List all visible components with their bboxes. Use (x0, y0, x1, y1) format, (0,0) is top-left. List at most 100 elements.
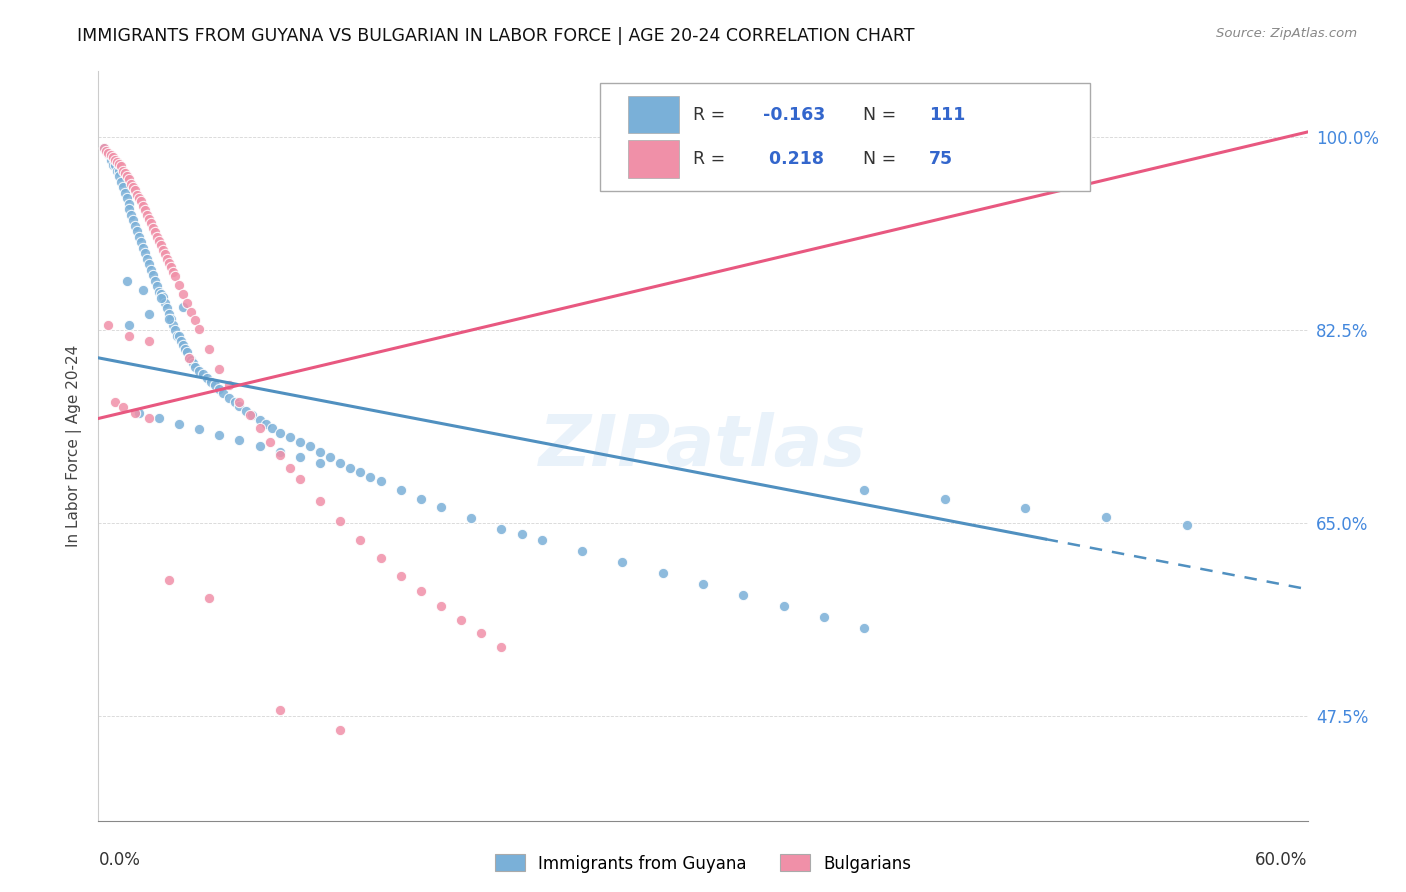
Point (149, 287, 172, 301)
Point (96, 144, 118, 158)
Point (260, 421, 283, 435)
Point (288, 472, 311, 486)
Point (174, 342, 197, 356)
Point (157, 574, 180, 588)
Point (510, 527, 533, 541)
Point (269, 703, 291, 717)
FancyBboxPatch shape (600, 83, 1090, 191)
Point (240, 408, 263, 422)
Point (349, 466, 371, 480)
Point (167, 328, 190, 343)
Point (329, 456, 352, 470)
Point (288, 450, 311, 464)
Point (162, 318, 184, 332)
Point (138, 307, 160, 321)
Point (309, 494, 332, 508)
Point (167, 278, 190, 293)
Point (100, 153, 122, 167)
Point (193, 368, 215, 382)
Point (132, 241, 155, 255)
Point (163, 269, 186, 284)
Point (239, 408, 262, 422)
Point (160, 260, 183, 275)
Point (114, 186, 136, 200)
Point (200, 375, 222, 389)
Point (111, 401, 134, 415)
Point (110, 175, 132, 189)
Text: N =: N = (863, 150, 901, 169)
Point (118, 318, 141, 332)
Point (571, 543, 593, 558)
Point (100, 148, 122, 162)
Point (143, 274, 166, 288)
Point (329, 723, 352, 738)
Point (105, 163, 128, 178)
Point (107, 163, 129, 178)
Point (1014, 500, 1036, 515)
Point (148, 234, 170, 248)
Point (110, 159, 132, 173)
Point (114, 166, 136, 180)
Point (172, 300, 194, 314)
Point (101, 158, 124, 172)
Point (249, 412, 271, 426)
Point (188, 422, 211, 436)
Point (157, 256, 180, 270)
Point (370, 551, 392, 566)
Point (153, 247, 176, 261)
Point (269, 425, 291, 440)
Point (120, 177, 142, 191)
Point (299, 439, 322, 453)
Point (135, 208, 157, 222)
Point (97, 147, 120, 161)
Point (167, 417, 190, 431)
Point (132, 283, 155, 297)
Point (181, 356, 204, 370)
Point (176, 295, 198, 310)
Point (329, 514, 352, 528)
Point (138, 411, 160, 425)
Point (692, 576, 714, 591)
Point (111, 163, 134, 178)
Text: 111: 111 (929, 105, 966, 124)
Point (124, 183, 146, 197)
Text: -0.163: -0.163 (763, 105, 825, 124)
Point (125, 224, 148, 238)
Point (157, 312, 180, 326)
Point (115, 191, 138, 205)
Point (319, 450, 342, 464)
Point (208, 428, 231, 442)
Bar (628, 140, 679, 178)
Point (138, 212, 160, 227)
Point (97, 318, 120, 332)
Point (278, 461, 301, 475)
Point (128, 191, 150, 205)
Point (1175, 518, 1198, 533)
Point (772, 599, 794, 613)
Point (309, 444, 332, 458)
Text: 0.218: 0.218 (763, 150, 824, 169)
Text: R =: R = (693, 150, 731, 169)
Text: 0.0%: 0.0% (98, 851, 141, 869)
Point (249, 439, 271, 453)
Point (170, 334, 193, 349)
Legend: Immigrants from Guyana, Bulgarians: Immigrants from Guyana, Bulgarians (488, 847, 918, 880)
Point (125, 187, 148, 202)
Point (198, 342, 221, 356)
Point (208, 382, 231, 396)
Point (934, 491, 956, 506)
Point (128, 229, 150, 244)
Point (853, 621, 876, 635)
Point (121, 213, 143, 227)
Point (188, 322, 211, 336)
Point (430, 599, 453, 613)
Text: 75: 75 (929, 150, 953, 169)
Point (148, 285, 170, 299)
Point (813, 609, 835, 624)
Point (179, 351, 201, 365)
Point (143, 225, 166, 239)
Point (139, 262, 162, 277)
Point (115, 274, 138, 288)
Point (172, 287, 194, 301)
Point (152, 290, 174, 304)
